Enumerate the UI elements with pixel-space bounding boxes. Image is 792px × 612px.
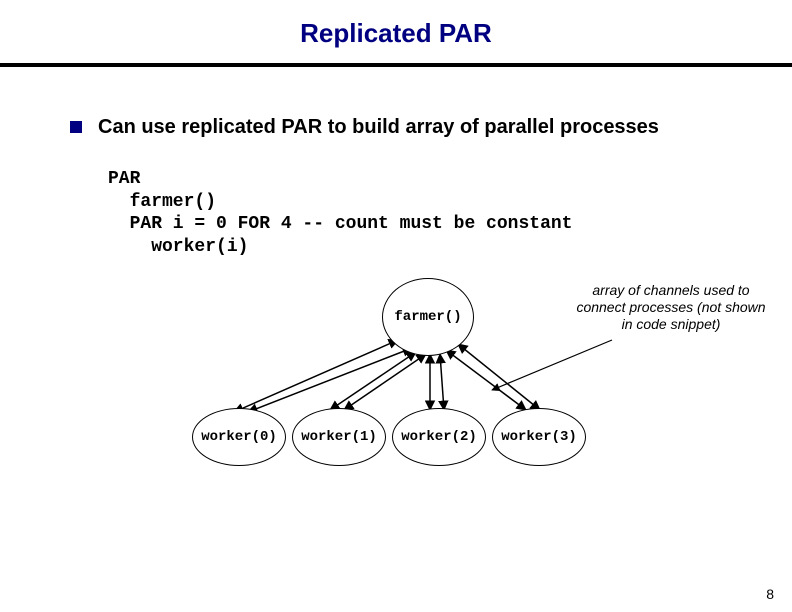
bullet-text: Can use replicated PAR to build array of… [98, 115, 659, 140]
worker-label: worker(0) [201, 429, 277, 445]
worker-node-3: worker(3) [492, 408, 586, 466]
process-diagram: farmer() worker(0) worker(1) worker(2) work… [130, 278, 750, 478]
annotation-text: array of channels used to connect proces… [576, 282, 765, 332]
bullet-item: Can use replicated PAR to build array of… [70, 115, 722, 140]
worker-label: worker(2) [401, 429, 477, 445]
worker-node-1: worker(1) [292, 408, 386, 466]
worker-node-2: worker(2) [392, 408, 486, 466]
content-area: Can use replicated PAR to build array of… [0, 67, 792, 478]
page-number: 8 [766, 586, 774, 602]
farmer-node: farmer() [382, 278, 474, 356]
worker-label: worker(1) [301, 429, 377, 445]
bullet-square-icon [70, 121, 82, 133]
worker-label: worker(3) [501, 429, 577, 445]
code-block: PAR farmer() PAR i = 0 FOR 4 -- count mu… [108, 168, 722, 258]
page-title: Replicated PAR [0, 0, 792, 63]
channels-annotation: array of channels used to connect proces… [576, 282, 766, 332]
worker-node-0: worker(0) [192, 408, 286, 466]
farmer-label: farmer() [394, 309, 461, 325]
